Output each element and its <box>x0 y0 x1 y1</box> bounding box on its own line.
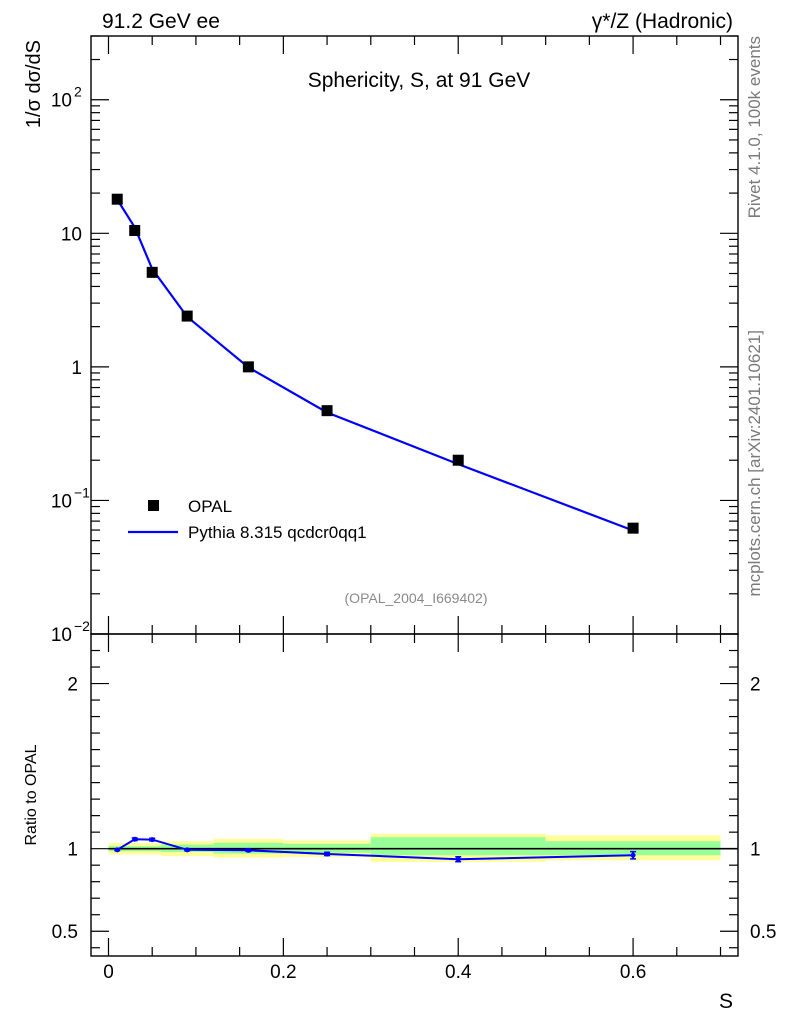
ratio-point <box>114 847 120 853</box>
side-label-bottom: mcplots.cern.ch [arXiv:2401.10621] <box>745 330 764 596</box>
ratio-panel: 0.5 0.5 1 1 2 2 0 0.2 0.4 0.6 Ratio to OPAL S <box>23 633 777 1013</box>
pythia-curve <box>116 198 634 532</box>
main-y-tick-label: 10 <box>61 224 82 245</box>
x-tick-label: 0.2 <box>270 962 296 983</box>
legend-marker-opal <box>148 500 159 511</box>
ratio-point <box>455 856 461 862</box>
opal-data-point <box>181 310 193 322</box>
chart-title: Sphericity, S, at 91 GeV <box>308 69 531 92</box>
ratio-y-tick-label-right: 0.5 <box>750 922 776 943</box>
ratio-y-tick-label: 2 <box>67 675 78 696</box>
opal-data-point <box>627 522 639 534</box>
main-series <box>111 193 639 534</box>
side-label-top: Rivet 4.1.0, 100k events <box>745 36 764 218</box>
uncertainty-band-inner <box>370 837 546 856</box>
main-y-tick-label: 1 <box>71 358 82 379</box>
ratio-y-tick-label: 1 <box>67 840 78 861</box>
main-frame <box>90 35 739 635</box>
opal-data-point <box>321 405 333 417</box>
analysis-watermark: (OPAL_2004_I669402) <box>345 590 488 606</box>
ratio-point <box>630 852 636 858</box>
main-y-tick-exponent: −1 <box>74 484 90 500</box>
ratio-point <box>324 851 330 857</box>
ratio-series <box>114 836 637 863</box>
main-y-tick-label: 10 <box>51 625 72 646</box>
opal-data-point <box>146 266 158 278</box>
main-ticks <box>91 35 738 635</box>
opal-data-point <box>111 193 123 205</box>
ratio-point <box>245 847 251 853</box>
x-tick-label: 0.6 <box>620 962 646 983</box>
header-right: γ*/Z (Hadronic) <box>592 10 733 33</box>
opal-data-point <box>242 361 254 373</box>
main-y-tick-exponent: 2 <box>74 84 82 100</box>
ratio-y-tick-label-right: 2 <box>750 675 761 696</box>
ratio-point <box>149 837 155 843</box>
main-y-tick-label: 10 <box>51 91 72 112</box>
main-y-label: 1/σ dσ/dS <box>23 40 45 128</box>
legend-label-pythia: Pythia 8.315 qcdcr0qq1 <box>188 523 367 542</box>
main-y-tick-exponent: −2 <box>74 618 90 634</box>
ratio-y-tick-label-right: 1 <box>750 840 761 861</box>
ratio-y-label: Ratio to OPAL <box>23 744 40 845</box>
x-tick-label: 0.4 <box>445 962 472 983</box>
ratio-y-tick-label: 0.5 <box>52 922 78 943</box>
opal-data-point <box>452 454 464 466</box>
ratio-x-tick-labels: 0 0.2 0.4 0.6 <box>103 962 646 983</box>
opal-data-point <box>129 224 141 236</box>
header-left: 91.2 GeV ee <box>102 10 220 33</box>
ratio-frame <box>90 633 739 957</box>
legend-label-opal: OPAL <box>188 497 232 516</box>
x-tick-label: 0 <box>103 962 114 983</box>
ratio-point <box>184 847 190 853</box>
legend: OPAL Pythia 8.315 qcdcr0qq1 <box>128 497 367 542</box>
ratio-y-tick-labels: 0.5 0.5 1 1 2 2 <box>52 675 777 944</box>
ratio-curve <box>116 838 634 861</box>
main-y-tick-label: 10 <box>51 491 72 512</box>
ratio-point <box>132 836 138 842</box>
x-axis-label: S <box>719 990 733 1013</box>
ratio-ticks <box>91 634 738 956</box>
